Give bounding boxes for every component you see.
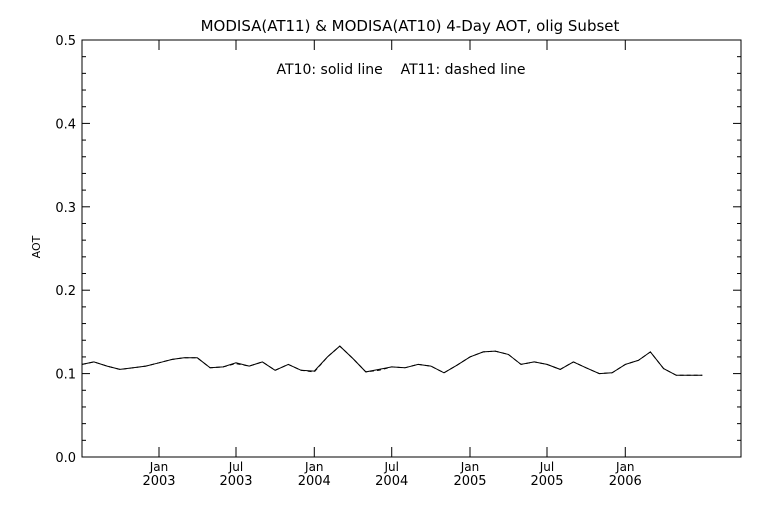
series-annotation: AT10: solid line AT11: dashed line <box>277 62 526 78</box>
x-tick-label-month: Jan <box>615 460 635 474</box>
x-tick-label-month: Jan <box>304 460 324 474</box>
x-tick-label-year: 2003 <box>142 474 175 489</box>
x-tick-label-month: Jul <box>539 460 554 474</box>
x-tick-label-month: Jan <box>460 460 480 474</box>
chart-title: MODISA(AT11) & MODISA(AT10) 4-Day AOT, o… <box>201 17 620 35</box>
y-axis: 0.0 0.1 0.2 0.3 0.4 0.5 <box>55 34 741 466</box>
plot-frame <box>81 39 742 458</box>
x-tick-label-month: Jul <box>383 460 398 474</box>
x-tick-label-year: 2003 <box>219 474 252 489</box>
y-tick-label: 0.3 <box>55 201 76 216</box>
y-tick-label: 0.4 <box>55 117 76 132</box>
x-axis: Jan2003Jul2003Jan2004Jul2004Jan2005Jul20… <box>142 40 642 489</box>
x-tick-label-year: 2004 <box>375 474 408 489</box>
x-tick-label-month: Jan <box>149 460 169 474</box>
x-tick-label-year: 2005 <box>453 474 486 489</box>
series-layer <box>81 345 703 376</box>
x-tick-label-year: 2005 <box>530 474 563 489</box>
y-tick-label: 0.5 <box>55 34 76 49</box>
series-line-at10 <box>81 345 703 376</box>
y-tick-label: 0.1 <box>55 368 76 383</box>
x-tick-label-year: 2006 <box>609 474 642 489</box>
x-tick-label-month: Jul <box>228 460 243 474</box>
y-tick-label: 0.0 <box>55 451 76 466</box>
y-axis-label: AOT <box>30 235 43 258</box>
x-tick-label-year: 2004 <box>298 474 331 489</box>
series-line-at11 <box>81 345 703 376</box>
y-tick-label: 0.2 <box>55 284 76 299</box>
